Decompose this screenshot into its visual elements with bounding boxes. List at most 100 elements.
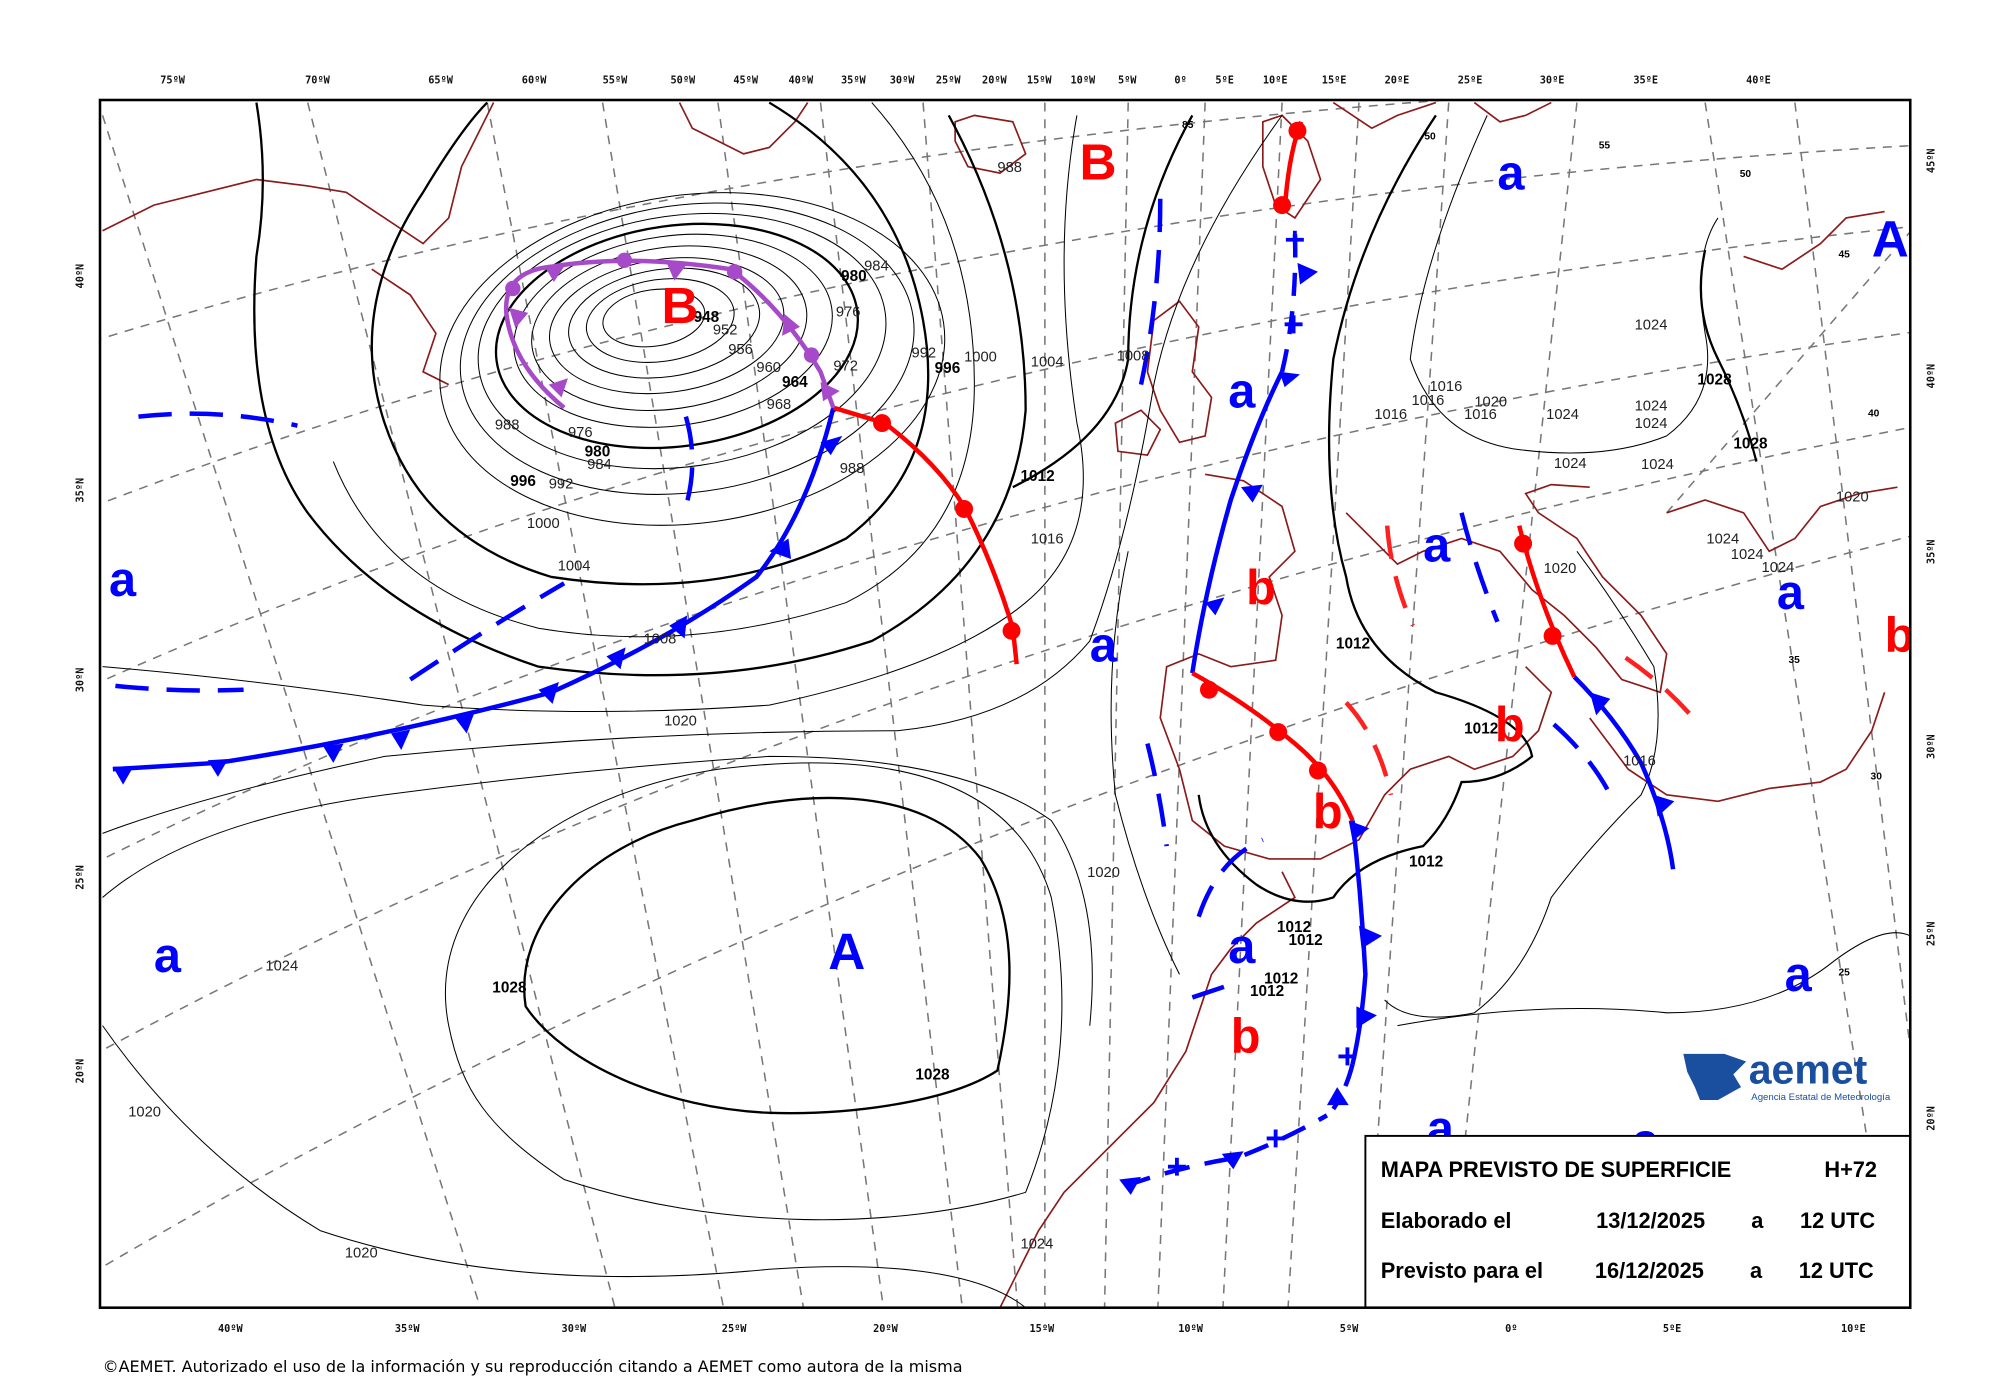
grid-label: 85 (1182, 120, 1194, 131)
relative-high: a (1228, 920, 1256, 974)
top-longitude-labels: 75ºW 70ºW 65ºW 60ºW 55ºW 50ºW 45ºW 40ºW … (160, 74, 1771, 86)
lon-label: 15ºW (1029, 1323, 1055, 1335)
lon-label: 40ºW (218, 1323, 244, 1335)
lat-label: 30ºN (74, 668, 86, 693)
isobar-label: 1028 (1733, 436, 1768, 453)
cold-front-triangles (112, 262, 1675, 1195)
isobar-label: 1016 (1031, 532, 1064, 548)
lon-label: 30ºW (890, 74, 916, 86)
isobar-label: 1008 (1117, 348, 1150, 364)
high-center: A (1872, 210, 1909, 267)
low-center: B (1079, 133, 1116, 190)
isobar-label: 996 (935, 360, 961, 377)
isobar-label: 1024 (1635, 317, 1668, 333)
map-title: MAPA PREVISTO DE SUPERFICIE (1381, 1157, 1732, 1182)
lon-label: 20ºW (873, 1323, 899, 1335)
isobar-label: 1024 (265, 959, 298, 975)
lat-label: 40ºN (74, 264, 86, 289)
isobar-label: 968 (767, 397, 792, 413)
graticule (100, 100, 1911, 1308)
lon-label: 0º (1174, 74, 1186, 86)
lon-label: 5ºE (1215, 74, 1234, 86)
isobar-label: 1020 (1544, 561, 1577, 577)
isobar-label: 1024 (1635, 416, 1668, 432)
cold-front-africa (1350, 820, 1368, 1065)
relative-low: b (1246, 561, 1276, 615)
relative-low: b (1885, 608, 1915, 662)
relative-low: b (1495, 698, 1525, 752)
isobar-label: 956 (728, 342, 753, 358)
troughs (115, 198, 1701, 1000)
cold-front-north (1279, 230, 1298, 373)
warm-front-semicircles (873, 121, 1562, 780)
isobar-label: 1020 (1474, 394, 1507, 410)
aemet-logo-text: aemet (1749, 1046, 1868, 1092)
lon-label: 25ºE (1458, 74, 1483, 86)
isobar-label: 980 (585, 443, 611, 460)
isobar-label: 1024 (1554, 456, 1587, 472)
isobar-label: 1012 (1264, 970, 1298, 987)
isobar-label: 948 (694, 309, 720, 326)
isobar-label: 960 (756, 360, 781, 376)
relative-high: a (1090, 619, 1118, 673)
elaborated-time: 12 UTC (1800, 1208, 1875, 1233)
isobar-label: 1028 (492, 979, 527, 996)
elaborated-label: Elaborado el (1381, 1208, 1512, 1233)
aemet-logo: aemet Agencia Estatal de Meteorología (1683, 1046, 1891, 1103)
isobar-label: 1000 (527, 516, 560, 532)
lon-label: 10ºW (1071, 74, 1097, 86)
relative-high: a (109, 553, 137, 607)
isobar-label: 980 (841, 268, 867, 285)
lat-label: 25ºN (74, 865, 86, 890)
grid-label: 40 (1868, 409, 1880, 420)
relative-high: a (154, 929, 182, 983)
isobar-label: 1020 (128, 1105, 161, 1121)
isobar-label: 1016 (1623, 753, 1656, 769)
relative-low: b (1313, 785, 1343, 839)
isobar-label: 1020 (1836, 489, 1869, 505)
lon-label: 10ºW (1178, 1323, 1204, 1335)
isobar-label: 1012 (1277, 919, 1311, 936)
relative-high: a (1785, 948, 1813, 1002)
lon-label: 40ºE (1746, 74, 1771, 86)
cold-front-africa-dashed (1331, 1063, 1355, 1111)
lon-label: 55ºW (603, 74, 629, 86)
grid-label: 35 (1788, 655, 1800, 666)
forecast-info-box: MAPA PREVISTO DE SUPERFICIE H+72 Elabora… (1364, 1134, 1911, 1308)
isobar-label: 1016 (1464, 407, 1497, 423)
grid-label: 55 (1599, 141, 1611, 152)
lon-label: 30ºW (562, 1323, 588, 1335)
isobar-label: 988 (495, 417, 520, 433)
isobar-label: 992 (549, 476, 574, 492)
isobar-label: 1004 (558, 559, 591, 575)
front-plus-symbols (1167, 230, 1357, 1176)
lon-label: 20ºE (1385, 74, 1410, 86)
lon-label: 30ºE (1540, 74, 1565, 86)
elaborated-at: a (1751, 1208, 1764, 1233)
lon-label: 35ºW (841, 74, 867, 86)
relative-high: a (1228, 365, 1256, 419)
relative-high: a (1497, 147, 1525, 201)
isobar-label: 1028 (1697, 372, 1732, 389)
forecast-at: a (1750, 1258, 1763, 1283)
copyright-notice: ©AEMET. Autorizado el uso de la informac… (103, 1357, 963, 1376)
isobar-label: 1000 (964, 350, 997, 366)
lon-label: 25ºW (722, 1323, 748, 1335)
isobar-label: 964 (782, 374, 808, 391)
lon-label: 5ºW (1340, 1323, 1359, 1335)
map-frame (98, 98, 1912, 1309)
isobar-label: 992 (912, 346, 937, 362)
lat-label: 45ºN (1926, 148, 1938, 173)
grid-label: 50 (1424, 132, 1436, 143)
lat-label: 35ºN (1926, 539, 1938, 564)
grid-label: 50 (1740, 169, 1752, 180)
lon-label: 60ºW (522, 74, 548, 86)
grid-label: 30 (1871, 771, 1883, 782)
lon-label: 20ºW (982, 74, 1008, 86)
isobar-label: 1024 (1641, 457, 1674, 473)
lon-label: 10ºE (1263, 74, 1288, 86)
isobar-label: 1024 (1731, 547, 1764, 563)
isobar-label: 976 (836, 305, 861, 321)
lon-label: 35ºW (395, 1323, 421, 1335)
